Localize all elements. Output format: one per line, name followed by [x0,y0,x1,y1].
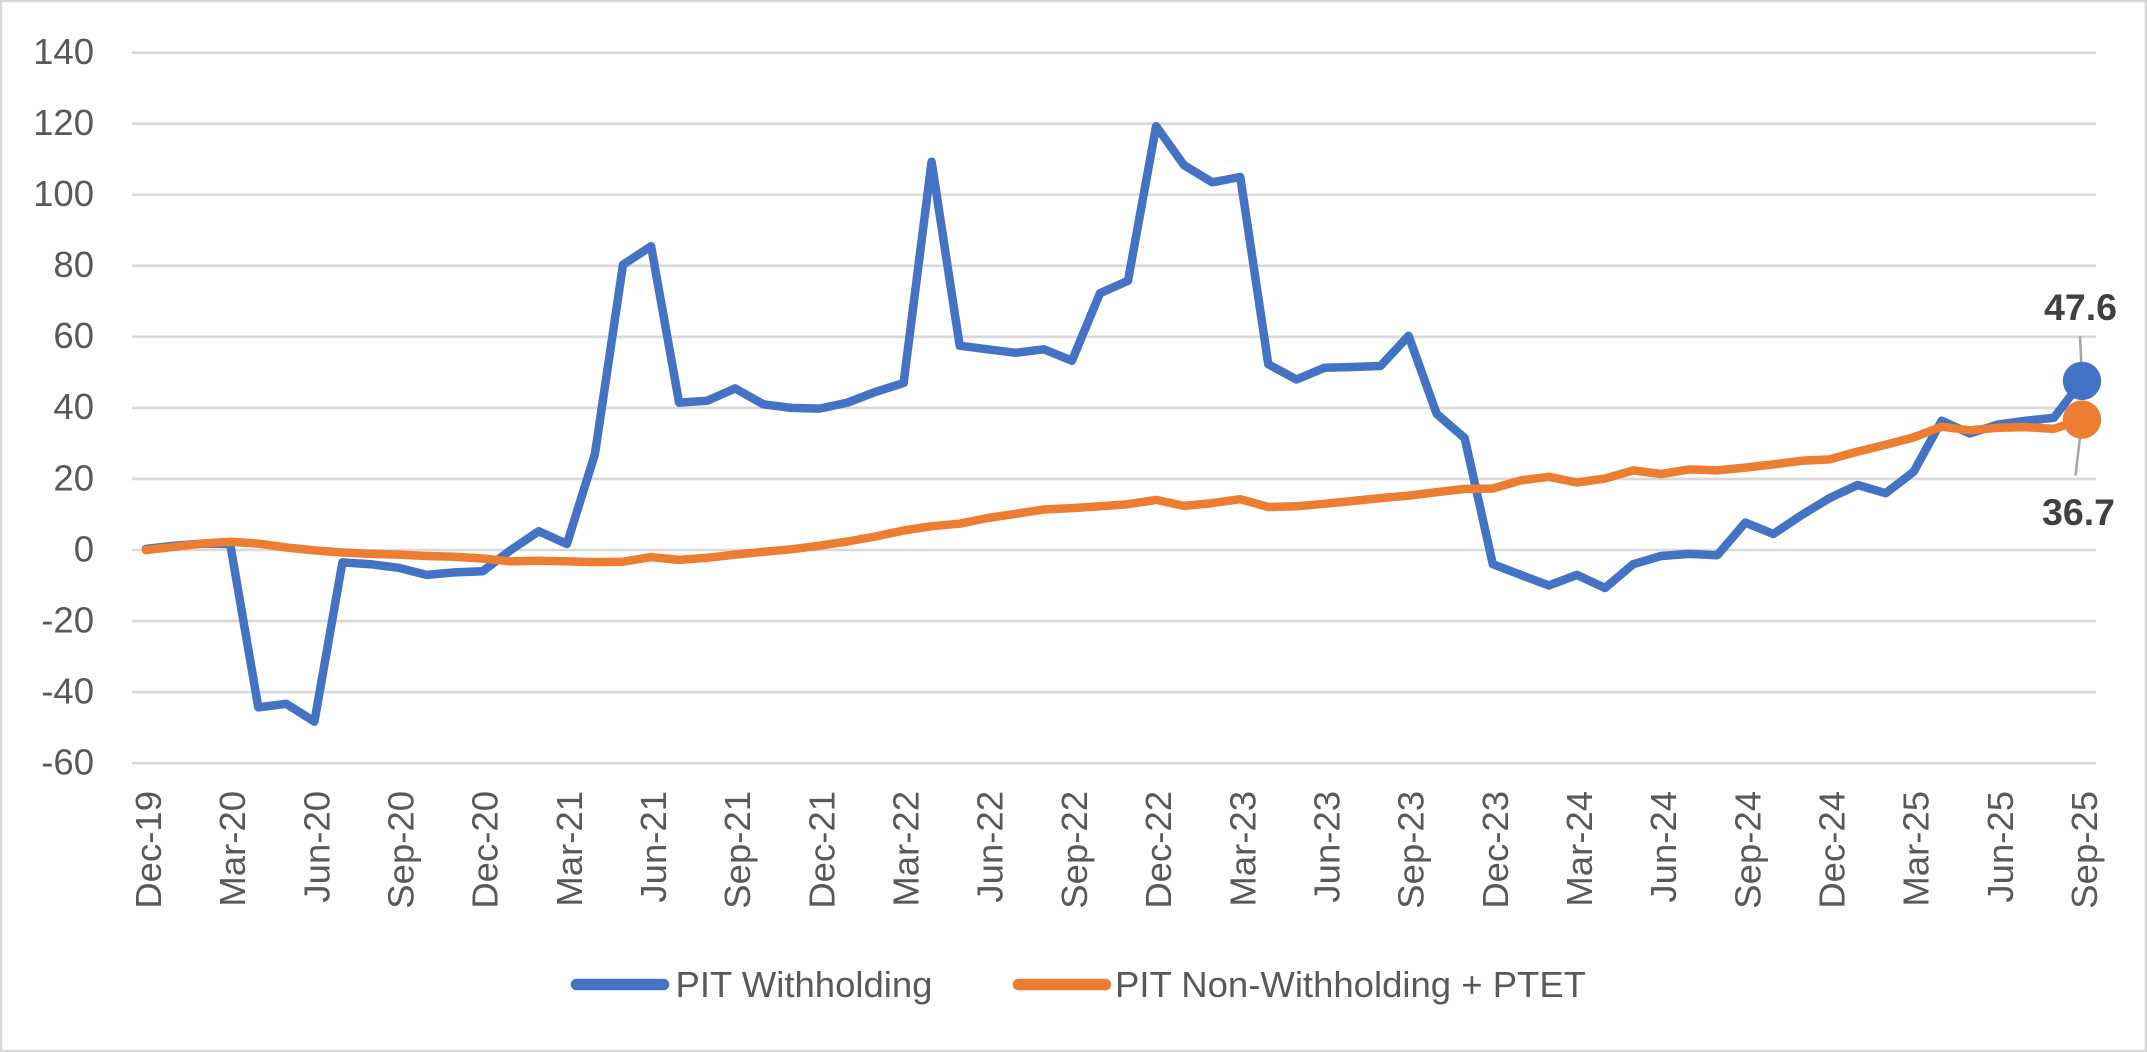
svg-text:Jun-24: Jun-24 [1643,791,1684,903]
svg-text:Sep-25: Sep-25 [2064,791,2105,909]
svg-text:Dec-22: Dec-22 [1138,791,1179,909]
svg-text:Dec-21: Dec-21 [801,791,842,909]
svg-text:-60: -60 [41,741,94,782]
svg-text:Dec-23: Dec-23 [1475,791,1516,909]
svg-text:-40: -40 [41,670,94,711]
svg-text:100: 100 [33,173,94,214]
svg-text:Dec-24: Dec-24 [1812,791,1853,909]
svg-text:Mar-21: Mar-21 [549,791,590,907]
svg-text:Sep-23: Sep-23 [1391,791,1432,909]
svg-text:Sep-20: Sep-20 [381,791,422,909]
svg-text:-20: -20 [41,599,94,640]
svg-text:PIT Withholding: PIT Withholding [676,964,933,1005]
svg-text:Jun-21: Jun-21 [633,791,674,903]
svg-text:Dec-20: Dec-20 [465,791,506,909]
svg-text:Mar-25: Mar-25 [1896,791,1937,907]
svg-text:Jun-25: Jun-25 [1980,791,2021,903]
svg-text:40: 40 [53,386,94,427]
svg-text:Jun-23: Jun-23 [1306,791,1347,903]
svg-text:Mar-24: Mar-24 [1559,791,1600,907]
svg-text:PIT Non-Withholding + PTET: PIT Non-Withholding + PTET [1115,964,1586,1005]
svg-text:36.7: 36.7 [2042,491,2115,533]
svg-text:Jun-20: Jun-20 [296,791,337,903]
svg-text:140: 140 [33,31,94,72]
svg-text:Jun-22: Jun-22 [970,791,1011,903]
svg-text:Mar-23: Mar-23 [1222,791,1263,907]
svg-text:120: 120 [33,102,94,143]
svg-text:60: 60 [53,315,94,356]
svg-text:Mar-22: Mar-22 [886,791,927,907]
svg-text:80: 80 [53,244,94,285]
svg-text:Sep-22: Sep-22 [1054,791,1095,909]
svg-text:Sep-21: Sep-21 [717,791,758,909]
svg-text:0: 0 [74,528,94,569]
svg-text:Sep-24: Sep-24 [1727,791,1768,909]
svg-text:47.6: 47.6 [2044,286,2117,328]
svg-text:Dec-19: Dec-19 [128,791,169,909]
svg-text:Mar-20: Mar-20 [212,791,253,907]
svg-text:20: 20 [53,457,94,498]
